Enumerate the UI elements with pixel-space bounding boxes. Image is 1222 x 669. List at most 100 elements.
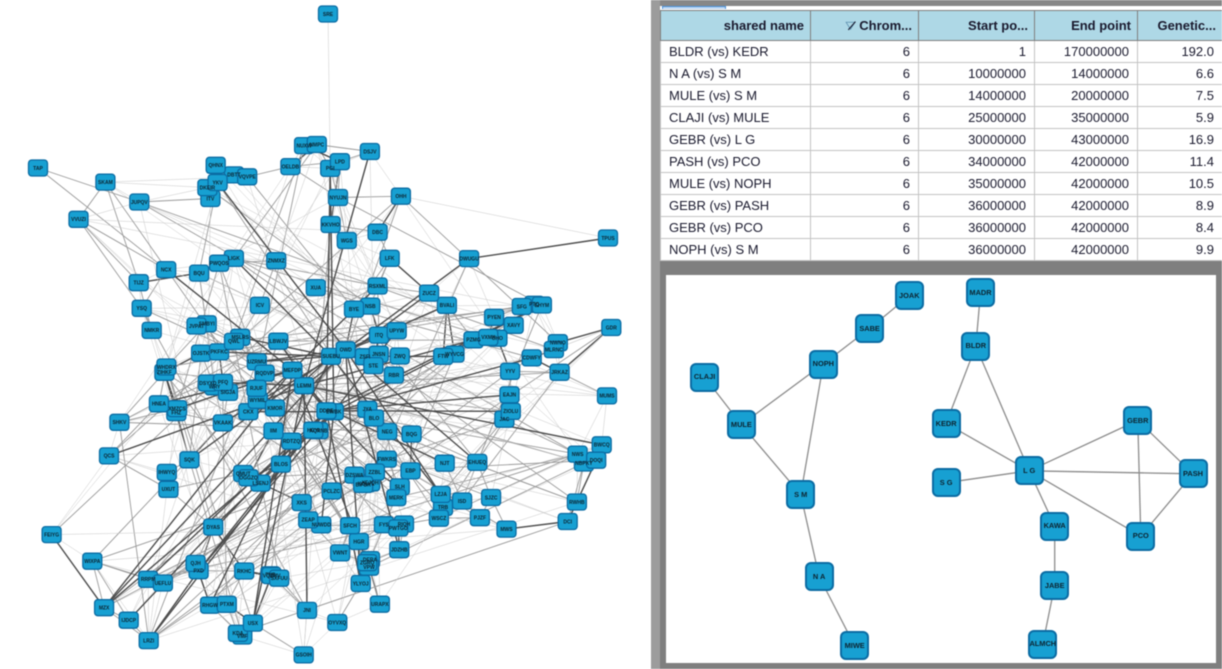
svg-text:BWCQ: BWCQ (594, 443, 610, 449)
svg-text:LFK: LFK (385, 256, 395, 262)
svg-text:ZEAP: ZEAP (302, 518, 316, 524)
svg-text:MZX: MZX (99, 606, 110, 612)
svg-text:NJT: NJT (440, 461, 449, 467)
svg-text:ZGRQ: ZGRQ (360, 561, 375, 567)
svg-text:ZNMXZ: ZNMXZ (268, 259, 285, 265)
svg-text:KKVHO: KKVHO (322, 222, 340, 228)
svg-text:URAPX: URAPX (371, 602, 389, 608)
svg-text:UXUT: UXUT (162, 487, 176, 493)
svg-text:JDZHB: JDZHB (391, 548, 408, 554)
svg-text:RSXML: RSXML (369, 284, 387, 290)
svg-text:ZIHKF: ZIHKF (157, 370, 172, 376)
svg-text:SLH: SLH (395, 485, 405, 491)
svg-text:UZRMU: UZRMU (248, 360, 266, 366)
svg-text:WHDRX: WHDRX (157, 365, 177, 371)
svg-text:HGYI: HGYI (307, 428, 320, 434)
svg-text:NWNO: NWNO (550, 341, 566, 347)
svg-text:SUEBU: SUEBU (322, 354, 340, 360)
svg-text:TRB: TRB (438, 505, 449, 511)
svg-text:PFQ: PFQ (218, 380, 228, 386)
svg-text:DSYXD: DSYXD (199, 381, 217, 387)
svg-text:OYVXQ: OYVXQ (328, 620, 346, 626)
svg-text:JNI: JNI (303, 608, 311, 614)
svg-text:RBR: RBR (388, 373, 399, 379)
svg-text:BLOS: BLOS (274, 462, 289, 468)
svg-text:PZMG: PZMG (466, 338, 481, 344)
svg-text:SKAM: SKAM (98, 180, 113, 186)
svg-text:MUMS: MUMS (599, 394, 615, 400)
svg-text:ZUCZ: ZUCZ (422, 291, 435, 297)
svg-text:NMPC: NMPC (309, 142, 324, 148)
svg-text:OELDB: OELDB (282, 164, 300, 170)
svg-text:DCI: DCI (563, 519, 572, 525)
svg-text:EBP: EBP (405, 469, 416, 475)
svg-text:FWKRS: FWKRS (378, 457, 397, 463)
svg-text:USX: USX (248, 621, 259, 627)
svg-text:BYE: BYE (349, 307, 360, 313)
svg-text:HNEA: HNEA (152, 402, 167, 408)
svg-text:ITV: ITV (207, 196, 215, 202)
svg-text:WIXPA: WIXPA (84, 559, 100, 565)
svg-text:MLRNC: MLRNC (545, 347, 563, 353)
svg-text:ZIOLU: ZIOLU (503, 409, 518, 415)
svg-text:LBWJV: LBWJV (270, 339, 288, 345)
svg-text:TAP: TAP (33, 166, 43, 172)
svg-text:CDWFY: CDWFY (523, 356, 542, 362)
svg-text:SFG: SFG (517, 304, 527, 310)
svg-text:MWS: MWS (500, 527, 513, 533)
svg-text:KMOR: KMOR (267, 406, 283, 412)
svg-text:PJZF: PJZF (474, 516, 486, 522)
svg-text:TIJZ: TIJZ (134, 281, 144, 287)
svg-text:JRKAZ: JRKAZ (551, 370, 568, 376)
svg-text:SQK: SQK (184, 458, 195, 464)
svg-text:NCX: NCX (161, 267, 172, 273)
svg-text:PWQOS: PWQOS (210, 261, 230, 267)
svg-text:XMZCS: XMZCS (168, 406, 186, 412)
svg-text:QJH: QJH (190, 561, 201, 567)
svg-text:UPYW: UPYW (389, 329, 404, 335)
svg-text:RQDVP: RQDVP (256, 371, 274, 377)
svg-text:FTW: FTW (438, 354, 449, 360)
svg-text:EAJN: EAJN (503, 393, 517, 399)
svg-text:STE: STE (369, 363, 379, 369)
svg-text:JNSN: JNSN (372, 352, 386, 358)
svg-text:SRE: SRE (323, 12, 334, 18)
svg-text:LSENJ: LSENJ (252, 481, 268, 487)
svg-text:NYUJN: NYUJN (330, 195, 347, 201)
svg-text:VVUZI: VVUZI (71, 217, 86, 223)
svg-text:NEG: NEG (382, 429, 393, 435)
svg-text:WSCZ: WSCZ (432, 516, 447, 522)
svg-text:ITQ: ITQ (375, 333, 383, 339)
svg-text:OWD: OWD (340, 348, 353, 354)
svg-text:PWTGO: PWTGO (389, 526, 408, 532)
svg-text:SFCH: SFCH (343, 524, 357, 530)
svg-text:OGGZQ: OGGZQ (239, 476, 258, 482)
svg-text:BQG: BQG (406, 432, 418, 438)
svg-text:TPUS: TPUS (601, 236, 615, 242)
svg-text:BIFBK: BIFBK (356, 482, 372, 488)
svg-text:ZWQ: ZWQ (394, 354, 406, 360)
svg-text:OJSTK: OJSTK (193, 351, 210, 357)
svg-text:DWUGU: DWUGU (459, 256, 479, 262)
svg-text:PXD: PXD (193, 569, 204, 575)
svg-text:ISD: ISD (458, 499, 467, 505)
svg-text:PCLZC: PCLZC (323, 489, 340, 495)
svg-text:RRPM: RRPM (141, 577, 156, 583)
svg-text:XAVY: XAVY (507, 323, 521, 329)
svg-text:XKS: XKS (297, 500, 308, 506)
svg-text:JAC: JAC (499, 417, 509, 423)
svg-text:BVALI: BVALI (440, 303, 455, 309)
svg-text:ZSFI: ZSFI (359, 355, 370, 361)
svg-text:OHH: OHH (395, 194, 407, 200)
svg-text:EHUEQ: EHUEQ (468, 460, 486, 466)
svg-text:BLO: BLO (369, 416, 380, 422)
svg-text:VXMX: VXMX (481, 335, 496, 341)
svg-text:MERK: MERK (389, 495, 404, 501)
svg-text:JVPAT: JVPAT (189, 324, 204, 330)
svg-text:NSB: NSB (365, 304, 376, 310)
svg-text:KDA: KDA (232, 631, 243, 637)
svg-text:RHGW: RHGW (202, 603, 218, 609)
svg-text:LEMM: LEMM (297, 384, 312, 390)
svg-text:WGS: WGS (341, 238, 354, 244)
svg-text:PTXM: PTXM (220, 602, 234, 608)
